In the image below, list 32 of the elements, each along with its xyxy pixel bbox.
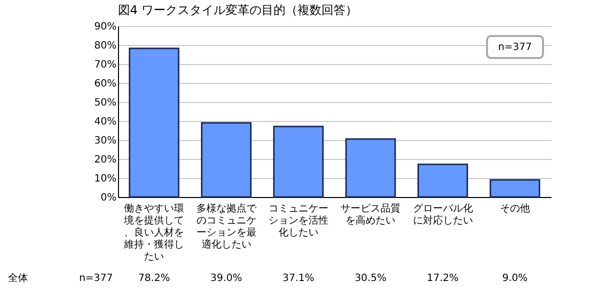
annotation: n=377	[498, 42, 532, 53]
text: 全体	[8, 272, 28, 284]
text: n=377	[79, 273, 113, 284]
y-tick-label: 0%	[100, 192, 116, 204]
x-tick-label: 働きやすい環境を提供して、良い人材を維持・獲得したい	[123, 202, 184, 262]
x-tick-label: その他	[500, 202, 530, 214]
x-tick-label: コミュニケーションを活性化したい	[268, 204, 328, 238]
data-label: 39.0%	[210, 273, 242, 284]
x-tick-label: グローバル化に対応したい	[412, 202, 473, 226]
data-label: 30.5%	[354, 273, 386, 284]
y-tick-label: 40%	[94, 116, 116, 128]
y-tick-label: 90%	[94, 22, 116, 32]
data-label: 17.2%	[426, 273, 459, 284]
bar	[490, 179, 540, 198]
bar	[345, 138, 396, 198]
data-label: 78.2%	[138, 273, 170, 284]
data-label: 9.0%	[502, 273, 528, 284]
x-tick-label: 多様な拠点でのコミュニケーションを最適化したい	[196, 202, 258, 250]
chart-title: 図4 ワークスタイル変革の目的（複数回答）	[118, 3, 358, 17]
x-tick-label: サービス品質を高めたい	[340, 202, 401, 226]
y-tick-label: 80%	[94, 40, 116, 52]
y-tick-label: 10%	[94, 174, 116, 184]
bar	[128, 48, 180, 198]
bar	[273, 126, 324, 198]
data-label: 37.1%	[282, 273, 314, 284]
y-tick-label: 60%	[94, 78, 116, 90]
y-tick-label: 50%	[94, 98, 116, 108]
y-tick-label: 70%	[94, 60, 116, 70]
y-tick-label: 20%	[94, 154, 116, 166]
bar	[200, 122, 252, 198]
bar	[417, 164, 468, 198]
y-tick-label: 30%	[94, 136, 116, 146]
